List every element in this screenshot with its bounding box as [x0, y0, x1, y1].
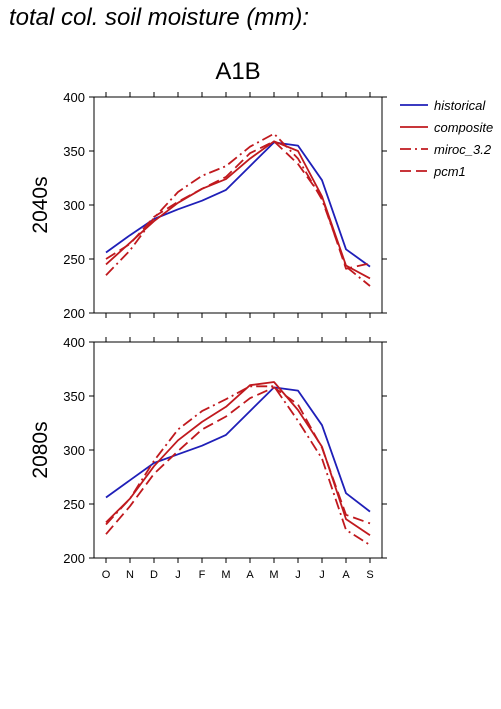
x-tick-label: A	[246, 569, 254, 581]
series-line-miroc_3.2	[105, 385, 371, 546]
legend-label: historical	[434, 98, 486, 113]
y-tick-label: 200	[63, 551, 85, 566]
series-line-pcm1	[105, 386, 371, 535]
x-tick-label: S	[366, 569, 373, 581]
y-tick-label: 400	[63, 335, 85, 350]
y-tick-label: 200	[63, 306, 85, 321]
legend-label: miroc_3.2	[434, 142, 492, 157]
series-line-composite	[105, 140, 371, 280]
x-tick-label: M	[221, 569, 230, 581]
panel-label-2040s: 2040s	[29, 176, 52, 233]
x-tick-label: O	[102, 569, 111, 581]
x-tick-label: J	[319, 569, 325, 581]
x-tick-label: M	[269, 569, 278, 581]
x-tick-label: A	[342, 569, 350, 581]
panel-label-2080s: 2080s	[29, 421, 52, 478]
y-tick-label: 400	[63, 90, 85, 105]
x-tick-label: F	[199, 569, 206, 581]
series-line-composite	[105, 381, 371, 537]
y-tick-label: 300	[63, 443, 85, 458]
x-tick-label: J	[295, 569, 301, 581]
plot-frame-2040s	[93, 96, 383, 314]
series-line-historical	[105, 141, 371, 268]
page-title: total col. soil moisture (mm):	[9, 4, 310, 31]
y-tick-label: 250	[63, 252, 85, 267]
y-tick-label: 350	[63, 144, 85, 159]
series-line-pcm1	[105, 140, 371, 270]
legend-label: pcm1	[433, 164, 466, 179]
scenario-title: A1B	[215, 58, 260, 85]
y-tick-label: 250	[63, 497, 85, 512]
x-tick-label: D	[150, 569, 158, 581]
x-tick-label: N	[126, 569, 134, 581]
plot-frame-2080s	[93, 341, 383, 559]
legend-label: composite	[434, 120, 493, 135]
x-tick-label: J	[175, 569, 181, 581]
y-tick-label: 300	[63, 198, 85, 213]
series-line-historical	[105, 386, 371, 513]
y-tick-label: 350	[63, 389, 85, 404]
series-line-miroc_3.2	[105, 132, 371, 287]
